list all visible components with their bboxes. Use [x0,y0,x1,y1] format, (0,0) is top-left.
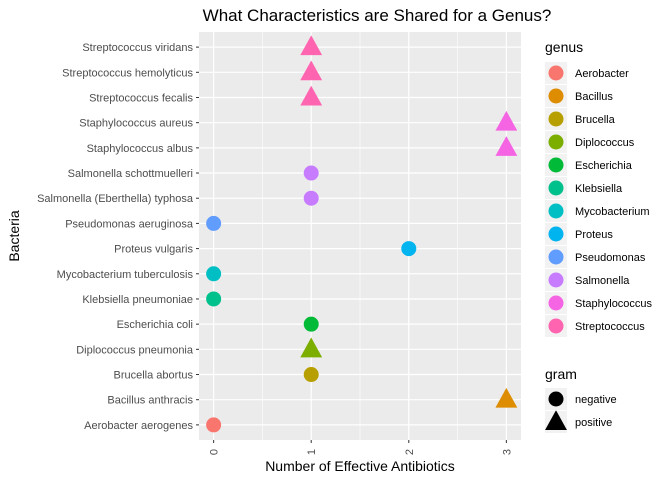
legend-item-proteus: Proteus [545,223,613,245]
legend-gram-items: negative positive [545,388,617,433]
y-tick-label: Proteus vulgaris [114,244,193,256]
legend-label: Streptococcus [575,321,645,333]
legend-item-klebsiella: Klebsiella [545,177,623,199]
legend-genus-items: Aerobacter Bacillus Brucella Diplococcus Esc… [545,62,653,337]
legend-key [548,272,564,288]
y-tick-label: Salmonella (Eberthella) typhosa [37,193,194,205]
data-point [303,367,319,383]
y-tick-label: Diplococcus pneumonia [76,344,194,356]
legend-label: Pseudomonas [575,252,646,264]
legend-item-pseudomonas: Pseudomonas [545,246,646,268]
data-point [300,35,323,56]
data-points [206,35,518,433]
legend-label: Staphylococcus [575,298,653,310]
legend-label: Salmonella [575,275,630,287]
legend-item-positive: positive [545,410,612,433]
legend-item-brucella: Brucella [545,108,616,130]
y-tick-label: Escherichia coli [117,319,193,331]
data-point [401,241,417,257]
y-tick-label: Staphylococcus aureus [79,118,193,130]
grid-lines [199,32,521,440]
x-tick-label: 0 [209,449,221,455]
y-tick-label: Salmonella schottmuelleri [68,168,193,180]
legend-item-staphylococcus: Staphylococcus [545,292,653,314]
data-point [495,110,518,131]
y-tick-label: Aerobacter aerogenes [84,420,193,432]
data-point [300,60,323,81]
x-tick-label: 2 [404,449,416,455]
legend-label: Proteus [575,229,613,241]
x-axis-title: Number of Effective Antibiotics [265,458,455,474]
legend-label: Aerobacter [575,68,629,80]
data-point [206,215,222,231]
x-axis-ticks: 0 1 2 3 [209,440,513,455]
legend-item-mycobacterium: Mycobacterium [545,200,650,222]
legend-key [548,134,564,150]
legend-item-negative: negative [545,388,617,410]
data-point [300,85,323,106]
legend-key [548,157,564,173]
legend-label: negative [575,394,617,406]
legend-key [548,180,564,196]
y-tick-label: Streptococcus fecalis [89,92,193,104]
legend-key [548,226,564,242]
legend-label: Mycobacterium [575,206,650,218]
legend-key [548,318,564,334]
legend-item-streptococcus: Streptococcus [545,315,645,337]
data-point [495,136,518,156]
legend-key [548,295,564,311]
legend: genus Aerobacter Bacillus Brucella Diplococ… [545,39,653,433]
legend-key [548,203,564,219]
legend-key [548,88,564,104]
legend-item-diplococcus: Diplococcus [545,131,635,153]
y-tick-label: Klebsiella pneumoniae [82,294,193,306]
legend-label: Klebsiella [575,183,623,195]
data-point [300,337,323,358]
legend-item-escherichia: Escherichia [545,154,633,176]
y-axis-title: Bacteria [6,210,22,262]
legend-label: Bacillus [575,91,613,103]
x-tick-label: 3 [501,449,513,455]
legend-key [548,249,564,265]
legend-key [548,65,564,81]
y-tick-label: Staphylococcus albus [87,143,194,155]
legend-gram-title: gram [545,366,577,382]
data-point [303,316,319,332]
y-tick-label: Pseudomonas aeruginosa [65,218,194,230]
y-axis-ticks: Aerobacter aerogenes Bacillus anthracis Br… [37,42,199,432]
legend-key [548,111,564,127]
data-point [495,387,518,408]
legend-item-aerobacter: Aerobacter [545,62,629,84]
legend-label: Escherichia [575,160,633,172]
data-point [206,266,222,282]
legend-key [545,410,567,430]
legend-genus-title: genus [545,39,583,55]
legend-key [548,391,564,407]
data-point [206,417,222,433]
legend-item-salmonella: Salmonella [545,269,630,291]
data-point [303,190,319,206]
y-tick-label: Bacillus anthracis [107,395,193,407]
y-tick-label: Brucella abortus [114,370,194,382]
y-tick-label: Streptococcus viridans [82,42,193,54]
legend-label: Brucella [575,114,616,126]
legend-item-bacillus: Bacillus [545,85,613,107]
x-tick-label: 1 [306,449,318,455]
y-tick-label: Mycobacterium tuberculosis [57,269,194,281]
data-point [206,291,222,307]
legend-label: Diplococcus [575,137,635,149]
chart-title: What Characteristics are Shared for a Ge… [203,6,552,25]
data-point [303,165,319,181]
y-tick-label: Streptococcus hemolyticus [62,67,193,79]
legend-label: positive [575,417,612,429]
